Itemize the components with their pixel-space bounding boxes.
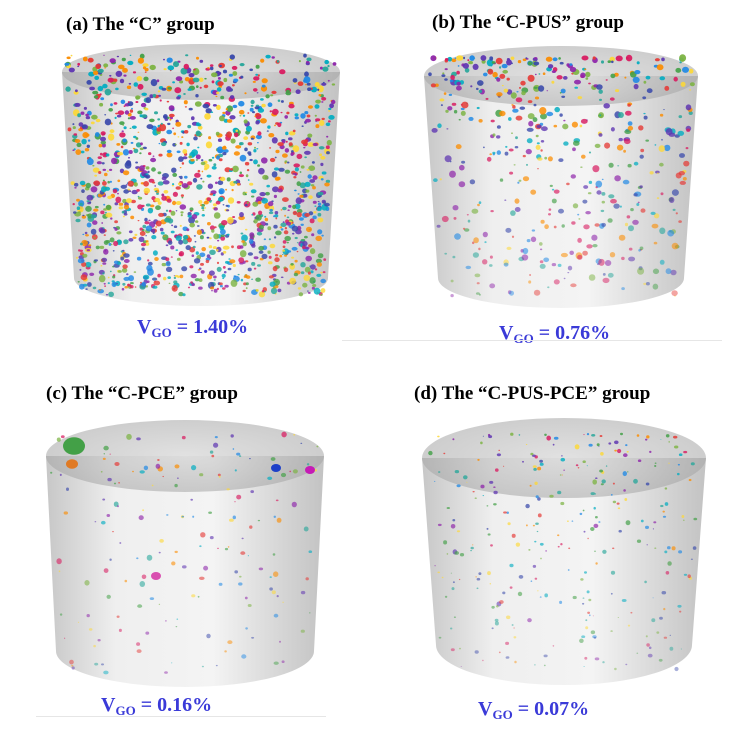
highlighted-particle bbox=[271, 464, 281, 472]
panel-d-volume-render bbox=[422, 418, 706, 685]
cylinder-top bbox=[422, 418, 706, 498]
panel-c-title: (c) The “C-PCE” group bbox=[46, 383, 238, 404]
highlighted-particle bbox=[66, 459, 78, 469]
panel-d-title: (d) The “C-PUS-PCE” group bbox=[414, 383, 651, 404]
panel-c-volume-render bbox=[46, 420, 324, 687]
particle-cloud bbox=[428, 432, 698, 672]
highlighted-particle bbox=[151, 572, 161, 580]
cylinder-top bbox=[46, 420, 324, 492]
panel-d-vgo-label: VGO = 0.07% bbox=[478, 698, 590, 722]
particle-cloud bbox=[50, 431, 319, 675]
panel-b-baseline bbox=[342, 340, 722, 341]
panel-a-volume-render bbox=[62, 44, 340, 306]
particle-cloud bbox=[64, 53, 337, 298]
panel-a-vgo-label: VGO = 1.40% bbox=[137, 316, 249, 340]
panel-b-title: (b) The “C-PUS” group bbox=[432, 12, 624, 33]
panel-b-volume-render bbox=[424, 46, 698, 308]
panel-a-title: (a) The “C” group bbox=[66, 14, 215, 35]
highlighted-particle bbox=[63, 437, 85, 455]
cylinder-top bbox=[62, 44, 340, 100]
panel-c-vgo-label: VGO = 0.16% bbox=[101, 694, 213, 718]
cylinder-body bbox=[46, 456, 324, 687]
panel-c-baseline bbox=[36, 716, 326, 717]
panel-b-vgo-label: VGO = 0.76% bbox=[499, 322, 611, 346]
highlighted-particle bbox=[305, 466, 315, 474]
particle-cloud bbox=[428, 54, 695, 298]
